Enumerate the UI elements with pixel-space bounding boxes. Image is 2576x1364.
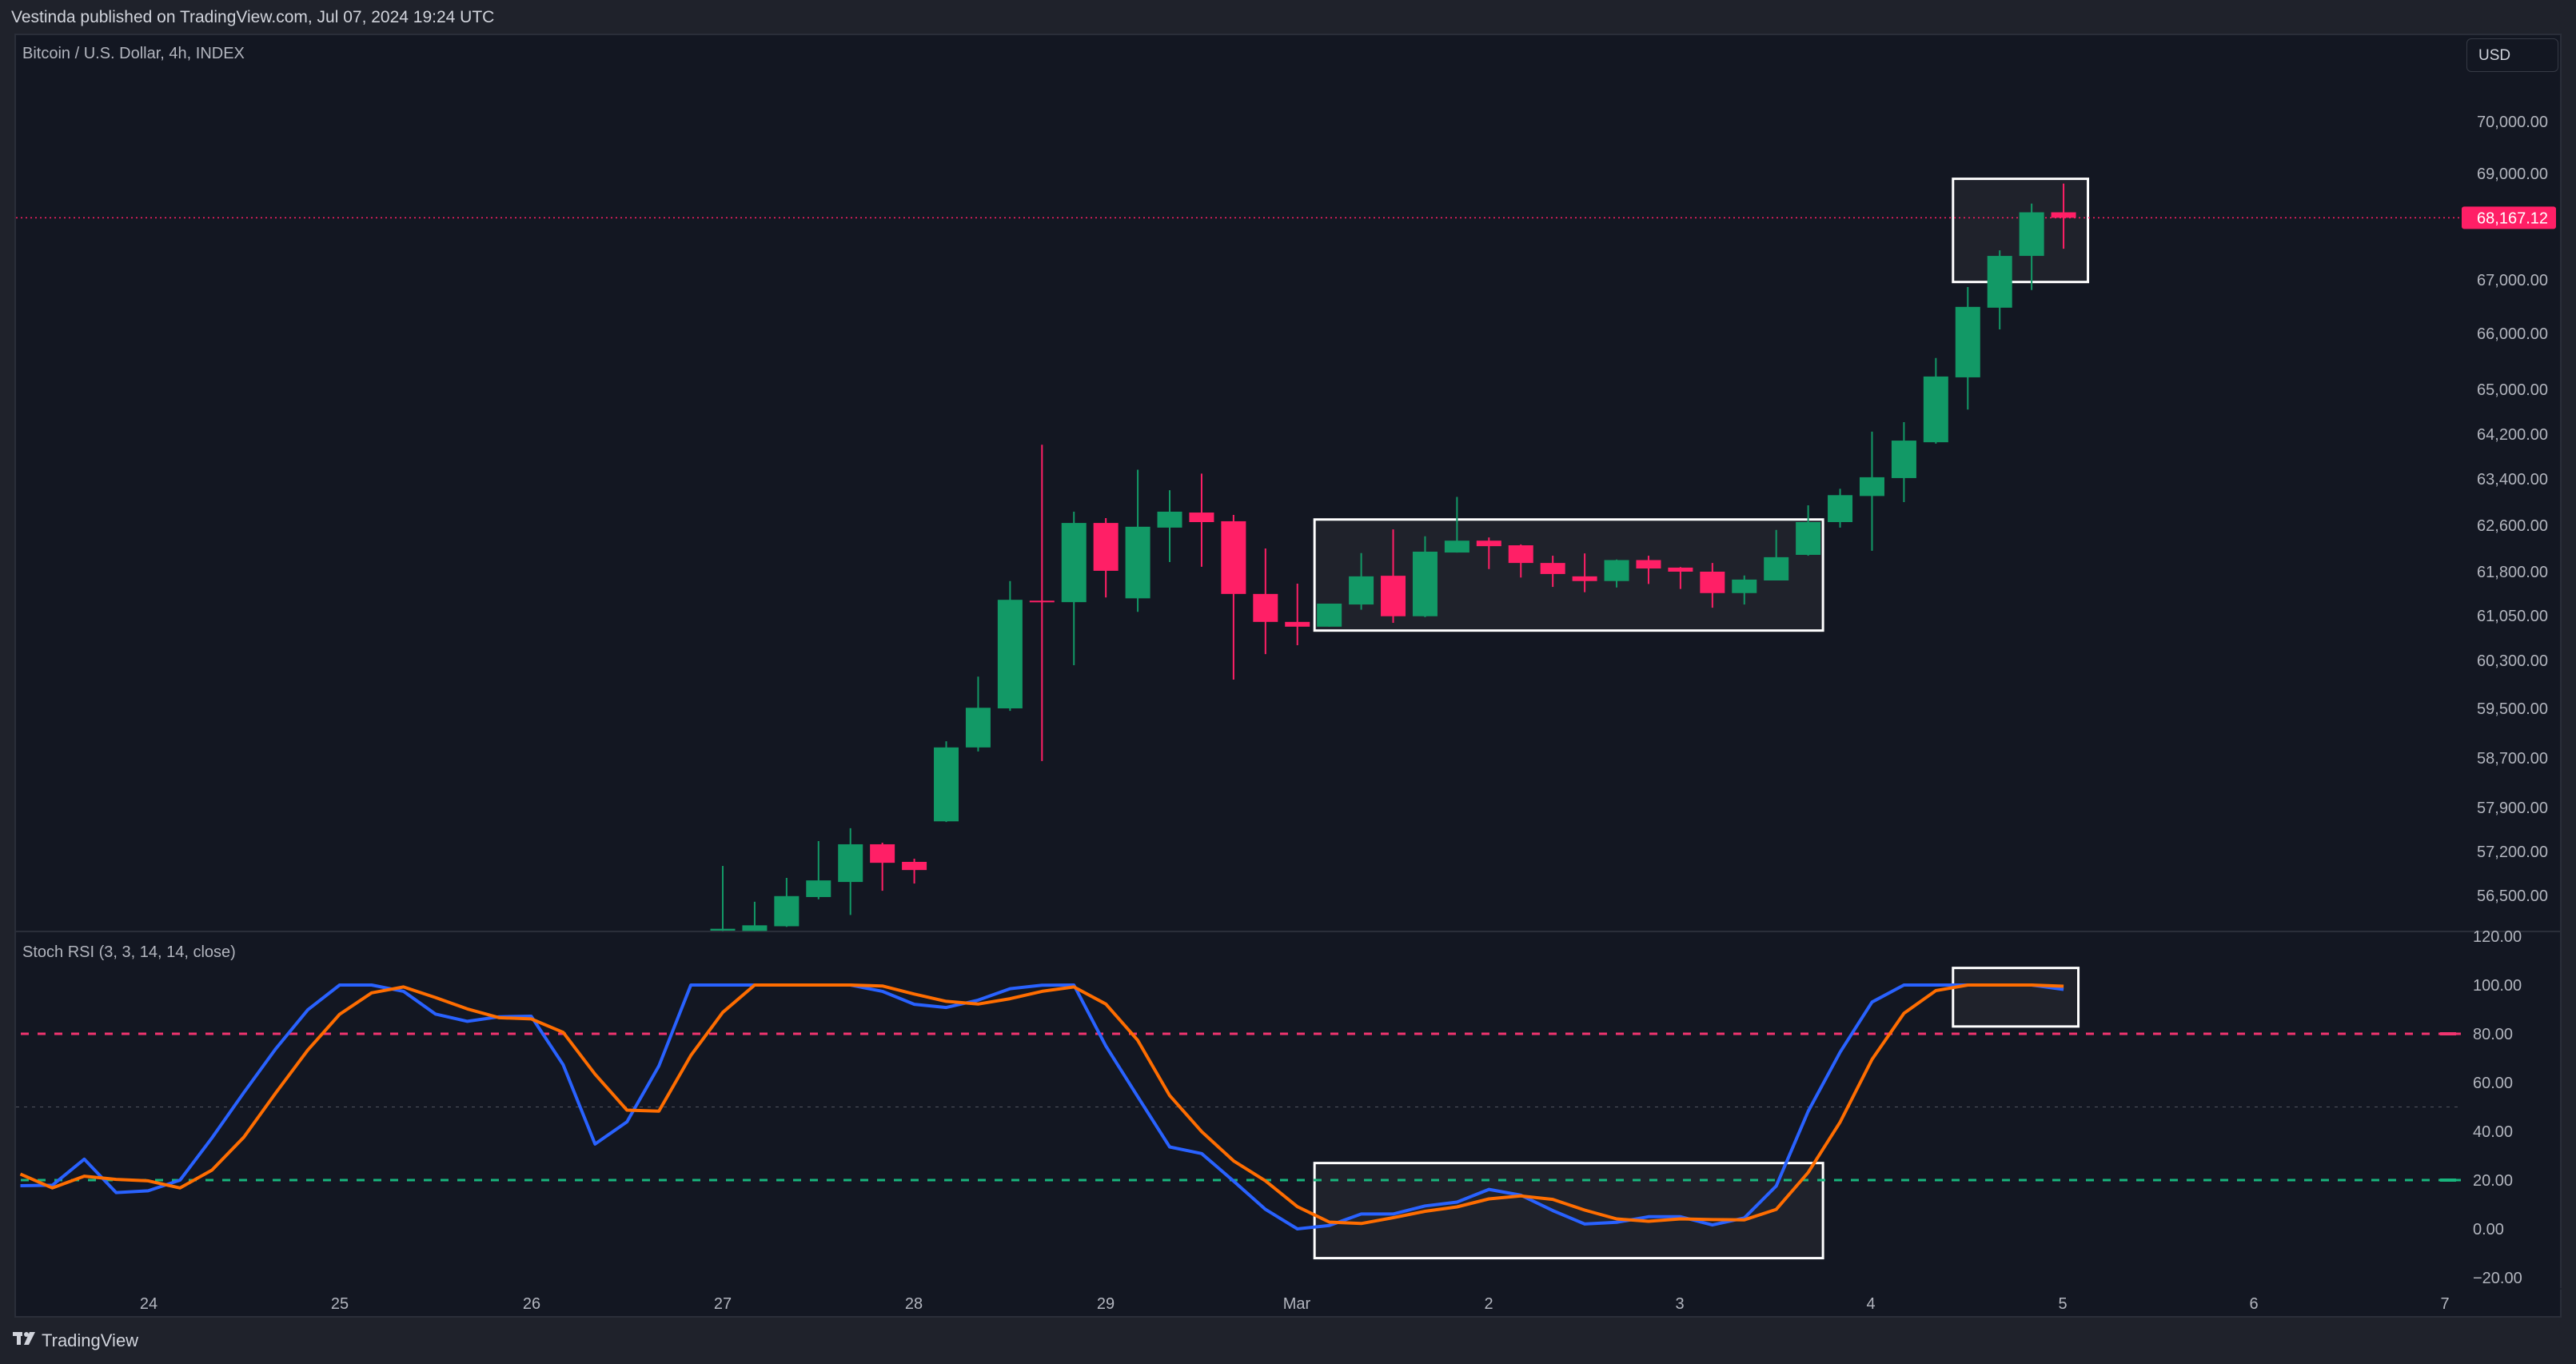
indicator-axis-label: 60.00	[2473, 1075, 2513, 1092]
candle[interactable]	[1125, 469, 1150, 612]
candle[interactable]	[1444, 497, 1469, 553]
indicator-axis-label: 120.00	[2473, 928, 2522, 946]
time-axis-label: 27	[714, 1295, 732, 1313]
stoch-d-line[interactable]	[19, 983, 2064, 1226]
candle[interactable]	[2051, 183, 2076, 249]
candle[interactable]	[1732, 575, 1757, 605]
price-axis-label: 57,900.00	[2477, 800, 2548, 817]
time-axis-label: 3	[1675, 1295, 1684, 1313]
candle[interactable]	[1285, 584, 1310, 645]
symbol-title: Bitcoin / U.S. Dollar, 4h, INDEX	[22, 45, 245, 62]
price-axis-label: 62,600.00	[2477, 517, 2548, 535]
candle[interactable]	[1221, 514, 1246, 680]
tradingview-brand-label: TradingView	[42, 1330, 139, 1350]
candle[interactable]	[997, 580, 1023, 712]
candle[interactable]	[1381, 529, 1406, 623]
candle[interactable]	[774, 878, 800, 927]
time-axis-label: 26	[523, 1295, 540, 1313]
indicator-title: Stoch RSI (3, 3, 14, 14, close)	[22, 943, 236, 961]
last-price-tag	[2462, 206, 2556, 229]
candle[interactable]	[1891, 421, 1916, 502]
candle[interactable]	[1764, 529, 1789, 580]
candle[interactable]	[1508, 544, 1533, 578]
price-axis-label: 57,200.00	[2477, 844, 2548, 861]
candle[interactable]	[1157, 490, 1182, 563]
time-axis-label: Mar	[1283, 1295, 1311, 1313]
candle[interactable]	[1029, 445, 1055, 761]
candle[interactable]	[1987, 250, 2012, 329]
candle[interactable]	[965, 676, 991, 752]
tradingview-brand[interactable]: TradingView	[13, 1330, 138, 1351]
candle[interactable]	[838, 828, 863, 915]
indicator-axis-label: 0.00	[2473, 1221, 2504, 1238]
price-axis-label: 67,000.00	[2477, 272, 2548, 289]
price-axis-label: 63,400.00	[2477, 471, 2548, 489]
candle[interactable]	[1796, 505, 1821, 556]
currency-button[interactable]: USD	[2466, 38, 2558, 72]
candle[interactable]	[1668, 567, 1693, 589]
indicator-axis-label: 40.00	[2473, 1123, 2513, 1141]
candle[interactable]	[1061, 511, 1087, 665]
publication-info: Vestinda published on TradingView.com, J…	[11, 8, 495, 26]
highlight-box[interactable]	[1952, 967, 2080, 1028]
indicator-axis-label: −20.00	[2473, 1270, 2522, 1287]
highlight-box[interactable]	[1313, 1162, 1824, 1260]
price-axis-label: 60,300.00	[2477, 652, 2548, 670]
last-price-label: 68,167.12	[2477, 209, 2548, 227]
indicator-axis-label: 80.00	[2473, 1026, 2513, 1043]
candle[interactable]	[1828, 489, 1853, 528]
tradingview-logo-icon	[13, 1330, 37, 1351]
indicator-axis-label: 20.00	[2473, 1172, 2513, 1190]
price-axis-label: 65,000.00	[2477, 381, 2548, 399]
candle[interactable]	[742, 901, 768, 931]
time-axis-label: 7	[2440, 1295, 2449, 1313]
candle[interactable]	[1955, 287, 1980, 410]
price-axis-label: 69,000.00	[2477, 166, 2548, 183]
time-axis-label: 6	[2249, 1295, 2258, 1313]
indicator-pane[interactable]	[16, 967, 2461, 1260]
price-axis-label: 59,500.00	[2477, 700, 2548, 718]
candle[interactable]	[1700, 563, 1725, 608]
price-axis-label: 61,050.00	[2477, 608, 2548, 625]
candle[interactable]	[1859, 431, 1884, 551]
candle[interactable]	[1540, 556, 1565, 588]
time-axis-label: 24	[140, 1295, 158, 1313]
time-axis-label: 28	[905, 1295, 923, 1313]
candle[interactable]	[1923, 357, 1948, 444]
price-axis-label: 58,700.00	[2477, 750, 2548, 768]
candle[interactable]	[1636, 556, 1661, 584]
indicator-axis-label: 100.00	[2473, 977, 2522, 995]
candle[interactable]	[1349, 552, 1374, 610]
candle[interactable]	[1412, 536, 1438, 617]
stoch-k-line[interactable]	[20, 983, 2064, 1230]
time-axis-label: 25	[331, 1295, 349, 1313]
candle[interactable]	[1317, 603, 1342, 627]
candle[interactable]	[1604, 559, 1629, 588]
candle[interactable]	[1189, 473, 1214, 567]
candle[interactable]	[934, 741, 959, 823]
price-axis-label: 66,000.00	[2477, 325, 2548, 343]
price-axis-label: 64,200.00	[2477, 426, 2548, 444]
time-axis-label: 5	[2058, 1295, 2067, 1313]
time-axis-label: 4	[1866, 1295, 1875, 1313]
candle[interactable]	[870, 843, 895, 891]
price-axis-label: 56,500.00	[2477, 887, 2548, 905]
price-axis-label: 70,000.00	[2477, 114, 2548, 131]
candle[interactable]	[2019, 203, 2044, 290]
price-axis-label: 61,800.00	[2477, 564, 2548, 581]
chart-frame	[14, 34, 2562, 1318]
candle[interactable]	[1253, 548, 1278, 655]
candle[interactable]	[806, 841, 831, 899]
candle[interactable]	[1572, 553, 1597, 592]
candle[interactable]	[710, 866, 736, 931]
time-axis-label: 29	[1097, 1295, 1115, 1313]
candle[interactable]	[1093, 517, 1119, 598]
price-pane[interactable]	[16, 177, 2461, 931]
time-axis-label: 2	[1484, 1295, 1493, 1313]
candle[interactable]	[902, 859, 927, 884]
candle[interactable]	[1476, 537, 1501, 569]
